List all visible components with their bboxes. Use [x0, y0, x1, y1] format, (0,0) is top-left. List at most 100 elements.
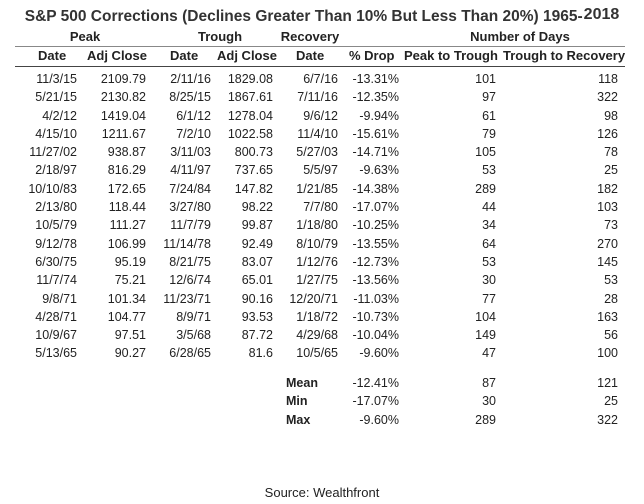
recovery-date-cell: 5/27/03: [296, 145, 338, 160]
trough-to-recovery-cell: 103: [597, 200, 618, 215]
trough-date-cell: 7/2/10: [176, 126, 211, 141]
peak-close-cell: 111.27: [109, 218, 146, 233]
recovery-date-cell: 7/7/80: [303, 200, 338, 215]
peak-close-cell: 75.21: [114, 273, 146, 288]
peak-to-trough-cell: 61: [482, 108, 496, 123]
table-title: S&P 500 Corrections (Declines Greater Th…: [0, 6, 644, 26]
summary-label: Min: [286, 394, 308, 409]
source-note: Source: Wealthfront: [264, 485, 380, 500]
trough-to-recovery-cell: 145: [597, 254, 618, 269]
trough-to-recovery-cell: 118: [598, 72, 618, 86]
peak-to-trough-cell: 105: [475, 145, 496, 160]
summary-block: Mean -12.41% 87 121 Min -17.07% 30 25 Ma…: [0, 376, 644, 431]
trough-date-cell: 6/1/12: [176, 108, 211, 123]
trough-date-cell: 8/9/71: [176, 309, 211, 324]
trough-to-recovery-cell: 270: [597, 236, 618, 251]
peak-to-trough-cell: 44: [482, 200, 496, 215]
recovery-date-cell: 1/12/76: [296, 254, 338, 269]
summary-row-max: Max -9.60% 289 322: [0, 413, 644, 431]
drop-cell: -13.31%: [352, 72, 399, 86]
trough-date-cell: 8/25/15: [169, 90, 211, 105]
peak-close-cell: 816.29: [107, 163, 146, 178]
table-row: 10/10/83 172.65 7/24/84 147.82 1/21/85 -…: [0, 182, 644, 200]
peak-date-cell: 5/21/15: [35, 90, 77, 105]
peak-date-cell: 6/30/75: [35, 254, 77, 269]
peak-to-trough-cell: 47: [482, 346, 496, 361]
recovery-date-cell: 1/21/85: [296, 181, 338, 196]
trough-to-recovery-cell: 53: [604, 273, 618, 288]
peak-close-cell: 90.27: [114, 346, 146, 361]
trough-close-cell: 92.49: [241, 236, 273, 251]
trough-date-cell: 11/7/79: [170, 218, 211, 233]
drop-cell: -10.73%: [352, 309, 399, 324]
peak-to-trough-cell: 34: [482, 218, 496, 233]
trough-date-cell: 4/11/97: [170, 163, 211, 178]
peak-date-cell: 4/28/71: [35, 309, 77, 324]
trough-to-recovery-cell: 28: [604, 291, 618, 306]
trough-date-cell: 11/23/71: [163, 291, 211, 306]
recovery-date-cell: 1/27/75: [296, 273, 338, 288]
peak-to-trough-cell: 97: [482, 90, 496, 105]
trough-to-recovery-cell: 126: [597, 126, 618, 141]
trough-close-cell: 1278.04: [227, 108, 273, 123]
trough-date-cell: 3/5/68: [176, 328, 211, 343]
peak-date-cell: 10/10/83: [28, 181, 77, 196]
table-row: 11/7/74 75.21 12/6/74 65.01 1/27/75 -13.…: [0, 273, 644, 291]
header-trough-to-recovery: Trough to Recovery: [503, 48, 626, 63]
summary-drop-cell: -9.60%: [359, 412, 399, 427]
summary-label: Mean: [286, 376, 318, 390]
trough-close-cell: 87.72: [241, 328, 273, 343]
trough-close-cell: 98.22: [241, 200, 273, 215]
summary-row-min: Min -17.07% 30 25: [0, 394, 644, 412]
recovery-date-cell: 11/4/10: [297, 126, 338, 141]
drop-cell: -9.94%: [359, 108, 399, 123]
peak-to-trough-cell: 30: [482, 273, 496, 288]
peak-date-cell: 4/15/10: [35, 126, 77, 141]
group-header-recovery: Recovery: [280, 29, 340, 44]
header-peak-close: Adj Close: [87, 48, 147, 63]
summary-trough-to-recovery-cell: 322: [597, 412, 618, 427]
peak-date-cell: 11/7/74: [36, 273, 77, 288]
recovery-date-cell: 1/18/72: [296, 309, 338, 324]
title-text: S&P 500 Corrections (Declines Greater Th…: [24, 8, 583, 25]
table-row: 2/13/80 118.44 3/27/80 98.22 7/7/80 -17.…: [0, 200, 644, 218]
trough-date-cell: 6/28/65: [169, 346, 211, 361]
column-header-row: Date Adj Close Date Adj Close Date % Dro…: [0, 48, 644, 66]
trough-to-recovery-cell: 100: [597, 346, 618, 361]
peak-to-trough-cell: 53: [482, 163, 496, 178]
drop-cell: -10.25%: [352, 218, 399, 233]
table-row: 9/12/78 106.99 11/14/78 92.49 8/10/79 -1…: [0, 237, 644, 255]
summary-row-mean: Mean -12.41% 87 121: [0, 376, 644, 394]
trough-to-recovery-cell: 78: [604, 145, 618, 160]
peak-close-cell: 2130.82: [100, 90, 146, 105]
table-row: 10/5/79 111.27 11/7/79 99.87 1/18/80 -10…: [0, 218, 644, 236]
peak-date-cell: 2/13/80: [35, 200, 77, 215]
header-trough-close: Adj Close: [217, 48, 277, 63]
table-row: 10/9/67 97.51 3/5/68 87.72 4/29/68 -10.0…: [0, 328, 644, 346]
trough-date-cell: 3/11/03: [170, 145, 211, 160]
peak-to-trough-cell: 77: [482, 291, 496, 306]
trough-to-recovery-cell: 98: [604, 108, 618, 123]
recovery-date-cell: 12/20/71: [289, 291, 338, 306]
summary-drop-cell: -12.41%: [352, 376, 399, 390]
summary-trough-to-recovery-cell: 25: [604, 394, 618, 409]
trough-to-recovery-cell: 322: [597, 90, 618, 105]
peak-close-cell: 101.34: [107, 291, 146, 306]
peak-date-cell: 10/9/67: [35, 328, 77, 343]
trough-close-cell: 90.16: [241, 291, 273, 306]
peak-close-cell: 2109.79: [100, 72, 146, 86]
peak-close-cell: 118.44: [108, 200, 146, 215]
header-divider: [15, 66, 625, 67]
drop-cell: -15.61%: [352, 126, 399, 141]
peak-to-trough-cell: 149: [475, 328, 496, 343]
trough-date-cell: 7/24/84: [169, 181, 211, 196]
header-recovery-date: Date: [296, 48, 325, 63]
recovery-date-cell: 9/6/12: [303, 108, 338, 123]
peak-date-cell: 10/5/79: [35, 218, 77, 233]
trough-close-cell: 65.01: [241, 273, 273, 288]
drop-cell: -11.03%: [353, 291, 399, 306]
table-row: 4/2/12 1419.04 6/1/12 1278.04 9/6/12 -9.…: [0, 109, 644, 127]
peak-to-trough-cell: 289: [475, 181, 496, 196]
header-peak-to-trough: Peak to Trough: [404, 48, 498, 63]
group-header-trough: Trough: [197, 29, 243, 44]
